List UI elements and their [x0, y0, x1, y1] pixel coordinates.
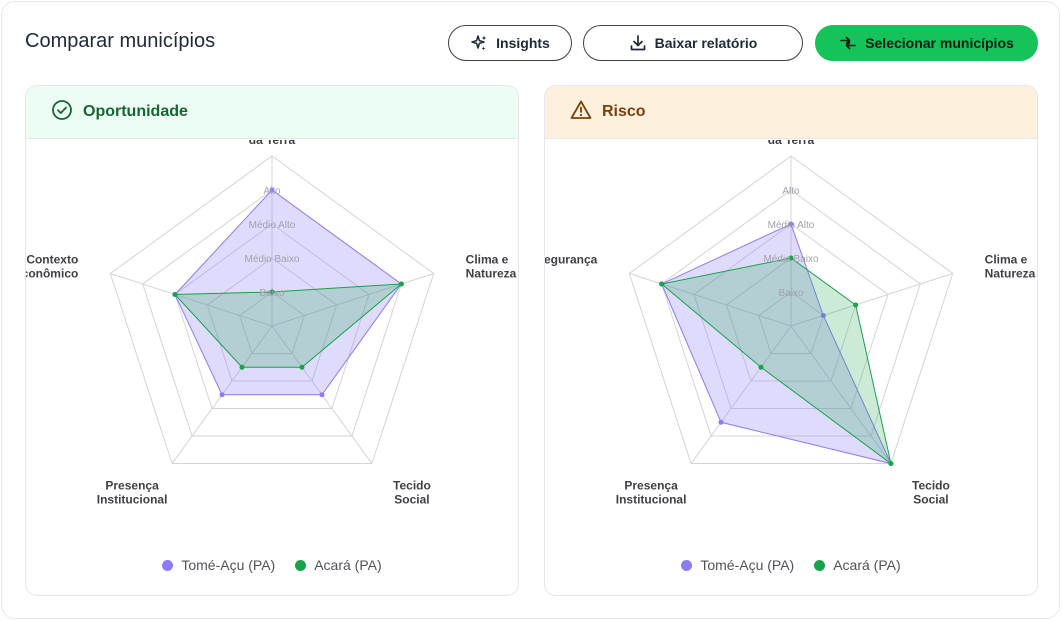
grid-ring	[661, 189, 921, 437]
data-point-acara-pa	[853, 302, 859, 308]
data-point-tome-acu-pa	[820, 312, 826, 318]
opportunity-title: Oportunidade	[83, 103, 188, 120]
risk-radar-chart: Baixo Médio Baixo Médio Alto Alto Gestão do …	[545, 140, 1036, 507]
risk-title: Risco	[602, 103, 646, 120]
download-report-button[interactable]: Baixar relatório	[583, 25, 803, 61]
data-point-acara-pa	[172, 291, 178, 297]
page-title: Comparar municípios	[25, 30, 216, 52]
data-point-tome-acu-pa	[269, 187, 275, 193]
level-label: Médio Baixo	[244, 254, 299, 265]
data-point-tome-acu-pa	[319, 392, 325, 398]
opportunity-header: Oportunidade	[26, 86, 518, 139]
grid-spoke	[271, 272, 434, 327]
data-point-acara-pa	[299, 364, 305, 370]
axis-label-tecido-social: Tecido Social	[393, 479, 431, 507]
level-label: Alto	[782, 186, 800, 197]
risk-header: Risco	[545, 86, 1037, 139]
data-point-tome-acu-pa	[219, 392, 225, 398]
data-point-acara-pa	[788, 255, 794, 261]
data-point-acara-pa	[398, 281, 404, 287]
warning-triangle-icon	[570, 99, 592, 126]
legend-dot-tome-acu	[162, 559, 174, 571]
level-label: Baixo	[778, 288, 803, 299]
axis-label-gestao-do-uso-da-terra: Gestão do Usoda Terra	[749, 140, 834, 147]
legend-dot-acara	[295, 559, 307, 571]
grid-spoke	[110, 272, 273, 327]
grid-ring	[206, 257, 338, 382]
data-point-acara-pa	[888, 461, 894, 467]
series-area-acara-pa	[660, 257, 892, 465]
opportunity-radar-chart: Baixo Médio Baixo Médio Alto Alto Gestão do …	[26, 140, 517, 507]
axis-label-presenca-institucional: Presença Institucional	[97, 479, 168, 507]
grid-ring	[758, 291, 824, 355]
compare-arrows-icon	[839, 34, 857, 52]
legend-dot-acara	[814, 559, 826, 571]
opportunity-legend: Tomé-Açu (PA) Acará (PA)	[26, 557, 518, 573]
check-circle-icon	[51, 99, 73, 126]
grid-spoke	[790, 272, 953, 327]
legend-label-acara: Acará (PA)	[314, 557, 382, 573]
axis-label-seguranca: Segurança	[545, 252, 598, 266]
legend-label-acara: Acará (PA)	[833, 557, 901, 573]
level-label: Médio Baixo	[763, 254, 818, 265]
axis-label-tecido-social: Tecido Social	[912, 479, 950, 507]
grid-ring	[174, 223, 370, 410]
grid-ring	[109, 155, 435, 465]
select-municipalities-button[interactable]: Selecionar municípios	[815, 25, 1038, 61]
axis-label-presenca-institucional: Presença Institucional	[616, 479, 687, 507]
legend-item-tome-acu: Tomé-Açu (PA)	[681, 557, 794, 573]
axis-label-contexto-economico: ContextoEconômico	[26, 252, 78, 280]
grid-ring	[628, 155, 954, 465]
insights-label: Insights	[496, 35, 550, 51]
series-area-tome-acu-pa	[661, 223, 892, 465]
data-point-tome-acu-pa	[718, 419, 724, 425]
axis-label-clima-e-natureza: Clima e Natureza	[466, 252, 517, 280]
legend-item-acara: Acará (PA)	[814, 557, 901, 573]
risk-legend: Tomé-Açu (PA) Acará (PA)	[545, 557, 1037, 573]
legend-item-acara: Acará (PA)	[295, 557, 382, 573]
grid-ring	[239, 291, 305, 355]
legend-label-tome-acu: Tomé-Açu (PA)	[181, 557, 276, 573]
level-label: Alto	[263, 186, 281, 197]
data-point-acara-pa	[269, 289, 275, 295]
insights-button[interactable]: Insights	[448, 25, 572, 61]
grid-spoke	[629, 272, 792, 327]
select-municipalities-label: Selecionar municípios	[865, 35, 1014, 51]
level-label: Médio Alto	[249, 220, 296, 231]
axis-label-clima-e-natureza: Clima e Natureza	[985, 252, 1036, 280]
sparkles-icon	[470, 34, 488, 52]
data-point-tome-acu-pa	[788, 221, 794, 227]
level-label: Médio Alto	[768, 220, 815, 231]
opportunity-panel: Oportunidade Baixo Médio Baixo Médio Alto A…	[25, 85, 519, 596]
legend-label-tome-acu: Tomé-Açu (PA)	[700, 557, 795, 573]
grid-spoke	[790, 325, 892, 464]
grid-spoke	[690, 325, 792, 464]
data-point-acara-pa	[239, 364, 245, 370]
series-area-tome-acu-pa	[174, 189, 403, 396]
grid-ring	[693, 223, 889, 410]
legend-dot-tome-acu	[681, 559, 693, 571]
data-point-acara-pa	[659, 281, 665, 287]
series-area-acara-pa	[173, 283, 403, 368]
level-label: Baixo	[259, 288, 284, 299]
legend-item-tome-acu: Tomé-Açu (PA)	[162, 557, 275, 573]
risk-panel: Risco Baixo Médio Baixo Médio Alto Alto Gest…	[544, 85, 1038, 596]
download-icon	[629, 34, 647, 52]
download-report-label: Baixar relatório	[654, 35, 758, 51]
axis-label-gestao-do-uso-da-terra: Gestão do Usoda Terra	[230, 140, 315, 147]
data-point-acara-pa	[758, 364, 764, 370]
